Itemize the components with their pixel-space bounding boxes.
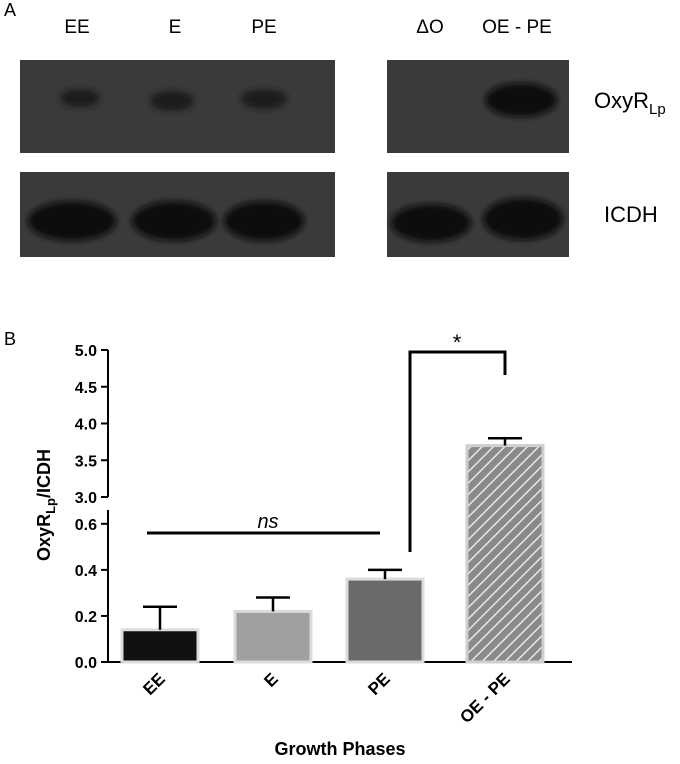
y-axis-label: OxyRLp/ICDH bbox=[34, 449, 58, 561]
lane-label: ΔO bbox=[416, 17, 443, 38]
y-label-main: OxyR bbox=[34, 514, 54, 561]
panel-label: B bbox=[4, 329, 16, 349]
row-label-sub: Lp bbox=[649, 101, 666, 118]
y-tick-label: 0.2 bbox=[75, 609, 97, 626]
x-tick-label: OE - PE bbox=[456, 669, 514, 727]
error-bar bbox=[368, 568, 402, 580]
y-tick-label: 3.5 bbox=[75, 453, 97, 470]
significance-bracket bbox=[408, 350, 507, 552]
bar bbox=[120, 628, 200, 664]
bar bbox=[465, 444, 545, 664]
bar bbox=[233, 609, 313, 664]
x-tick-label: EE bbox=[139, 669, 168, 698]
y-tick-label: 4.0 bbox=[75, 417, 97, 434]
y-label-rest: /ICDH bbox=[34, 449, 54, 498]
y-tick-label: 0.4 bbox=[75, 563, 97, 580]
error-bar bbox=[256, 596, 290, 612]
row-label-main: OxyR bbox=[594, 88, 649, 113]
y-label-sub: Lp bbox=[43, 498, 58, 514]
lane-label: E bbox=[169, 17, 182, 38]
annotation: * bbox=[453, 330, 462, 355]
y-tick-label: 0.6 bbox=[75, 517, 97, 534]
y-tick-label: 0.0 bbox=[75, 655, 97, 672]
y-tick-label: 3.0 bbox=[75, 490, 97, 507]
lane-label: OE - PE bbox=[482, 17, 552, 38]
error-bar bbox=[143, 605, 177, 630]
y-tick-label: 4.5 bbox=[75, 380, 97, 397]
lane-label: PE bbox=[251, 17, 276, 38]
blot bbox=[20, 60, 569, 257]
annotation: ns bbox=[257, 511, 278, 533]
row-label: OxyRLp bbox=[594, 88, 666, 118]
y-tick-label: 5.0 bbox=[75, 343, 97, 360]
bar bbox=[345, 577, 425, 664]
row-label: ICDH bbox=[604, 202, 658, 227]
x-tick-label: E bbox=[260, 669, 281, 690]
lane-label: EE bbox=[64, 17, 89, 38]
x-axis-label: Growth Phases bbox=[274, 739, 405, 759]
error-bar bbox=[488, 436, 522, 446]
panel-label: A bbox=[4, 0, 16, 20]
x-tick-label: PE bbox=[364, 669, 393, 698]
